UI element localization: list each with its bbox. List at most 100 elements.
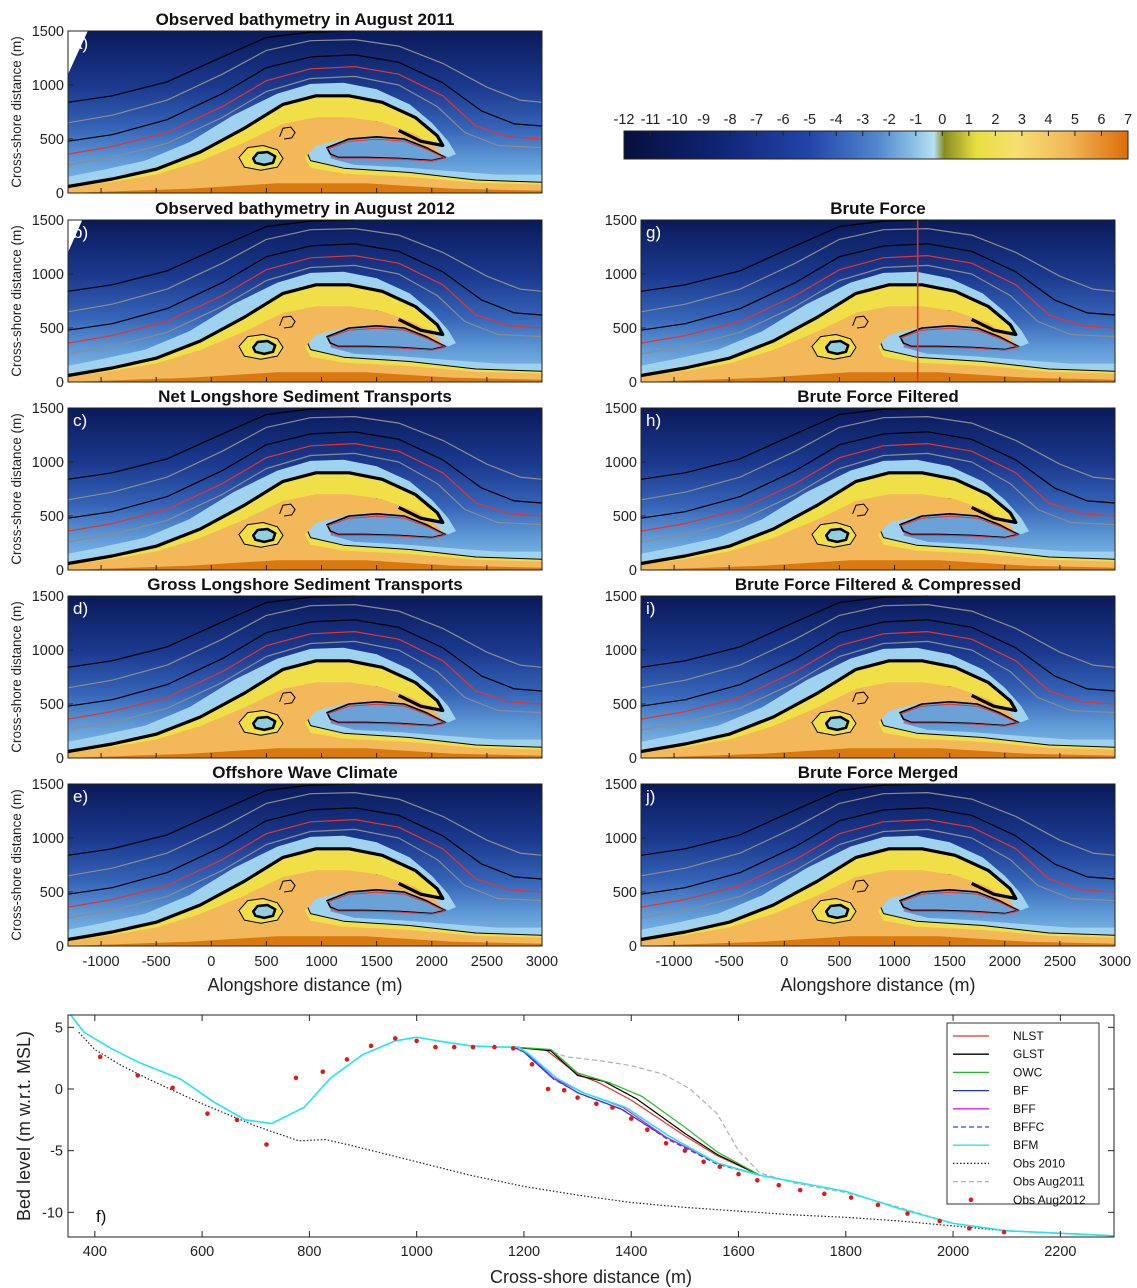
y-tick-label: 500	[613, 697, 637, 713]
x-tick-label: 1000	[401, 1244, 433, 1260]
y-tick-label: 1500	[605, 589, 637, 605]
panel-letter: e)	[73, 787, 88, 806]
x-tick-label: 3000	[526, 954, 558, 970]
y-tick-label: 1500	[32, 401, 64, 417]
beach-strip	[68, 748, 542, 758]
colorbar-tick-label: -11	[641, 112, 661, 128]
island-pond	[824, 527, 850, 544]
knob-contour	[279, 691, 296, 705]
spit-dry-core	[641, 306, 1115, 382]
island-pond	[251, 715, 277, 732]
contour-line	[640, 264, 1116, 355]
island-pond	[824, 903, 850, 920]
obs-aug2012-point	[293, 1075, 299, 1081]
lagoon	[326, 701, 446, 727]
series-line-glst	[513, 1046, 761, 1176]
y-axis-label: Bed level (m w.r.t. MSL)	[14, 1031, 34, 1221]
contour-line	[640, 407, 928, 480]
knob-contour	[852, 879, 869, 893]
contour-line	[67, 792, 543, 877]
panel-letter: d)	[73, 599, 88, 618]
y-tick-label: 500	[40, 509, 64, 525]
x-tick-label: 400	[83, 1244, 107, 1260]
contour-line	[67, 452, 543, 543]
y-tick-label: 500	[40, 885, 64, 901]
y-axis-label: Cross-shore distance (m)	[9, 225, 24, 377]
legend-label: BF	[1013, 1084, 1028, 1098]
y-axis-label: Cross-shore distance (m)	[9, 789, 24, 941]
y-axis-label: Cross-shore distance (m)	[9, 601, 24, 753]
panel-letter: i)	[646, 599, 655, 618]
beach-strip	[68, 183, 542, 193]
x-tick-label: -500	[715, 954, 744, 970]
y-tick-label: 0	[56, 375, 64, 391]
contour-line	[640, 595, 928, 668]
lagoon-contour	[899, 515, 1019, 539]
contour-line	[640, 604, 1116, 689]
contour-line	[67, 407, 355, 480]
contour-line	[67, 619, 543, 707]
legend-box	[946, 1022, 1100, 1205]
colorbar-tick-label: -6	[777, 112, 790, 128]
panel-title: Observed bathymetry in August 2011	[156, 10, 455, 29]
obs-aug2012-point	[470, 1044, 476, 1050]
legend-entry: Obs 2010	[953, 1156, 1065, 1170]
contour-line	[640, 431, 1116, 519]
colorbar-tick-label: 5	[1071, 112, 1079, 128]
lagoon	[899, 701, 1019, 727]
lagoon-contour	[326, 327, 446, 351]
colorbar-tick-label: -12	[614, 112, 635, 128]
island-pond	[251, 150, 277, 167]
contour-line	[640, 640, 1116, 731]
panel-title: Brute Force Filtered & Compressed	[735, 575, 1021, 594]
colorbar: -12 -11 -10 -9 -8 -7 -6 -5 -4 -3 -2 -1 0 1 2 3 4 5 6 7	[614, 112, 1132, 160]
panel-title: Net Longshore Sediment Transports	[158, 387, 452, 406]
colorbar-bar	[623, 130, 1129, 160]
colorbar-tick-label: 7	[1124, 112, 1132, 128]
legend-entry: Obs Aug2012	[968, 1193, 1086, 1207]
obs-aug2012-point	[368, 1043, 374, 1049]
knob-contour	[852, 503, 869, 517]
y-tick-label: -10	[42, 1205, 63, 1221]
profile-panel-f: 400 600 800 1000 1200 1400 1600 1800 2000 2200 -10…	[14, 1014, 1115, 1287]
obs-aug2012-point	[610, 1105, 615, 1110]
panel-letter: h)	[646, 411, 661, 430]
contour-line	[67, 255, 543, 344]
obs-aug2012-point	[645, 1127, 650, 1132]
contour-line	[67, 604, 543, 689]
colorbar-tick-label: 1	[965, 112, 973, 128]
y-tick-label: 0	[56, 939, 64, 955]
lagoon-contour	[326, 891, 446, 915]
contour-line	[640, 452, 1116, 543]
y-tick-label: 1000	[32, 267, 64, 283]
x-tick-label: 1000	[305, 954, 337, 970]
obs-aug2012-point	[492, 1044, 497, 1050]
spit-dry-core	[68, 870, 542, 946]
lagoon-contour	[899, 703, 1019, 727]
shoreline-contour	[640, 847, 1018, 942]
plot-background	[68, 1015, 1114, 1237]
y-tick-label: -5	[50, 1144, 63, 1160]
lagoon	[899, 513, 1019, 539]
y-tick-label: 1000	[605, 831, 637, 847]
x-tick-label: -500	[142, 954, 171, 970]
obs-aug2012-point	[875, 1202, 881, 1208]
no-data-corner	[68, 31, 88, 75]
obs-aug2012-point	[717, 1164, 723, 1169]
axes-frame	[640, 595, 1116, 759]
colorbar-ticks: -12 -11 -10 -9 -8 -7 -6 -5 -4 -3 -2 -1 0 1 2 3 4 5 6 7	[614, 112, 1132, 136]
y-tick-label: 1000	[605, 267, 637, 283]
knob-contour	[852, 691, 869, 705]
shoreline-contour	[67, 94, 445, 189]
obs-aug2012-point	[575, 1095, 580, 1100]
beach-strip	[641, 560, 1115, 570]
colorbar-tick-label: -4	[830, 112, 843, 128]
x-tick-label: 2500	[471, 954, 503, 970]
series-line-bfm	[70, 1014, 1115, 1237]
colorbar-tick-label: -8	[724, 112, 737, 128]
beach-strip	[68, 936, 542, 946]
axes-frame	[67, 407, 543, 571]
obs-aug2012-point	[776, 1182, 782, 1188]
lagoon-contour	[326, 138, 446, 162]
island-pond	[251, 527, 277, 544]
